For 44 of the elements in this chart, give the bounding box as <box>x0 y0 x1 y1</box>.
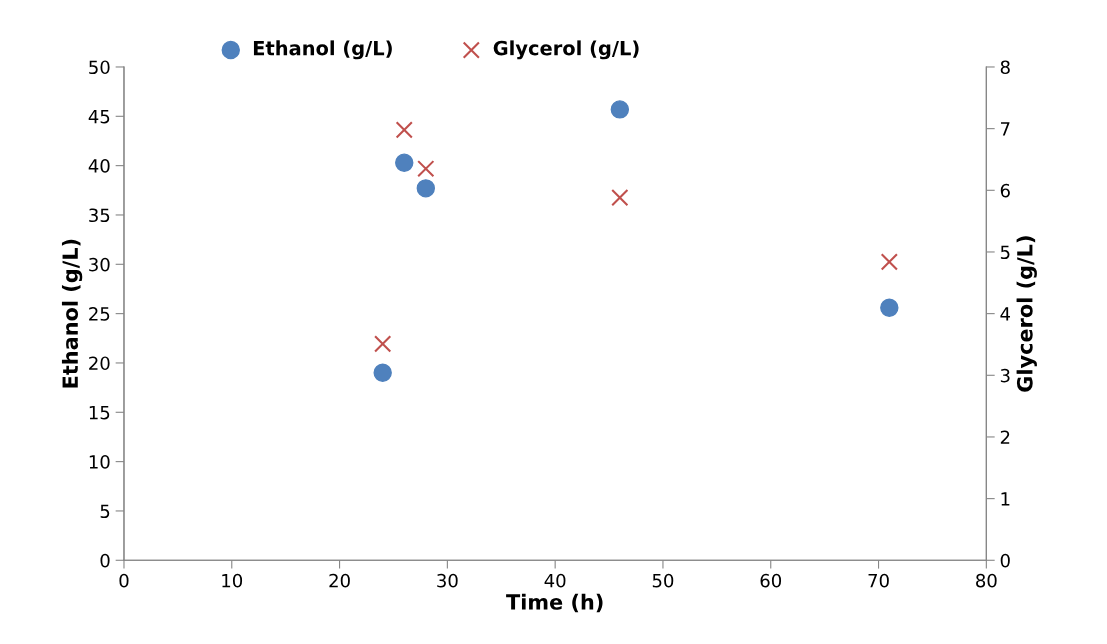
point <box>416 179 436 198</box>
legend-label: Glycerol (g/L) <box>493 40 639 60</box>
y-tick-label: 40 <box>88 159 110 173</box>
point <box>374 335 392 353</box>
point <box>880 298 899 317</box>
y-axis-title: Ethanol (g/L) <box>61 239 83 388</box>
y-tick-label: 35 <box>89 208 110 223</box>
y-tick-label: 10 <box>89 455 110 469</box>
point <box>610 100 630 119</box>
x-tick-label: 30 <box>437 573 458 588</box>
y2-tick-label: 1 <box>1001 492 1010 506</box>
x-tick-label: 80 <box>976 573 997 588</box>
point <box>395 121 413 139</box>
y-tick-label: 30 <box>89 257 110 272</box>
y-tick-label: 25 <box>89 307 110 321</box>
y2-tick-label: 2 <box>1000 430 1010 444</box>
y-tick-label: 20 <box>89 356 110 371</box>
y2-tick-label: 0 <box>1000 553 1010 568</box>
x-tick-label: 40 <box>544 573 566 588</box>
legend-label: Ethanol (g/L) <box>253 40 392 60</box>
y2-tick-label: 8 <box>1000 60 1010 75</box>
x-tick-label: 0 <box>119 573 129 588</box>
x-tick-label: 70 <box>868 573 889 588</box>
point <box>417 160 435 178</box>
point <box>611 189 629 207</box>
y2-tick-label: 3 <box>1000 368 1010 383</box>
y-tick-label: 50 <box>89 60 110 75</box>
y-tick-label: 45 <box>88 110 110 124</box>
y2-axis-title: Glycerol (g/L) <box>1016 236 1037 392</box>
x-tick-label: 50 <box>652 573 674 588</box>
y-tick-label: 0 <box>100 553 110 568</box>
point <box>373 363 392 383</box>
y-tick-label: 5 <box>100 504 110 519</box>
point <box>880 253 898 271</box>
y2-tick-label: 7 <box>1001 122 1010 136</box>
y2-tick-label: 6 <box>1000 183 1010 198</box>
y2-tick-label: 5 <box>1000 245 1010 260</box>
x-tick-label: 60 <box>760 573 782 588</box>
x-tick-label: 10 <box>222 573 243 588</box>
y-tick-label: 15 <box>89 405 110 420</box>
x-axis-title: Time (h) <box>506 593 603 613</box>
point <box>395 153 414 172</box>
y2-tick-label: 4 <box>1000 307 1011 321</box>
x-tick-label: 20 <box>329 573 350 588</box>
